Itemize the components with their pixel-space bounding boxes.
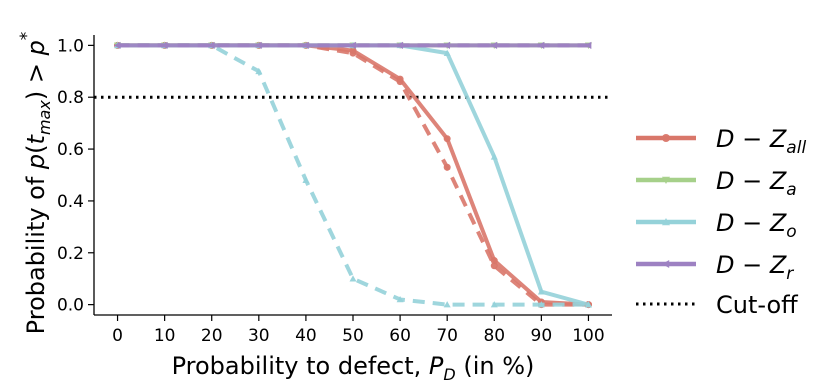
legend: D − Zall D − Za D − Zo D − Zr Cut-off xyxy=(636,125,806,319)
data-point xyxy=(349,41,356,49)
data-point xyxy=(490,257,498,265)
data-point xyxy=(255,67,263,75)
y-tick-label: 0.6 xyxy=(57,140,84,160)
data-point xyxy=(349,47,357,55)
x-tick-label: 20 xyxy=(201,326,223,346)
x-tick-label: 0 xyxy=(112,326,123,346)
x-ticks: 0 10 20 30 40 50 60 70 80 90 100 xyxy=(112,315,605,346)
data-point xyxy=(443,41,450,49)
x-axis-label-main: Probability to defect, xyxy=(172,352,429,380)
data-point xyxy=(349,275,357,282)
y-tick-label: 0.0 xyxy=(57,296,84,316)
series-layer xyxy=(114,41,592,309)
y-axis-label-p2: p xyxy=(22,40,50,56)
y-axis-label-start: Probability of xyxy=(22,169,50,334)
legend-label: D − Zo xyxy=(716,209,797,242)
y-tick-label: 1.0 xyxy=(57,36,84,56)
legend-marker xyxy=(662,176,670,184)
series-line-dashed xyxy=(117,43,589,307)
x-tick-label: 50 xyxy=(342,326,364,346)
y-ticks: 0.0 0.2 0.4 0.6 0.8 1.0 xyxy=(57,36,94,316)
data-point xyxy=(443,163,451,171)
x-tick-label: 60 xyxy=(389,326,411,346)
data-point xyxy=(396,41,403,49)
y-axis-label-sub: max xyxy=(35,100,54,135)
y-axis-label-open: ( xyxy=(22,144,50,153)
y-tick-label: 0.2 xyxy=(57,244,84,264)
data-point xyxy=(208,41,215,49)
x-tick-label: 70 xyxy=(436,326,458,346)
data-point xyxy=(396,295,404,303)
y-axis-label: Probability of p(tmax) > p* xyxy=(17,32,54,335)
legend-label-cutoff: Cut-off xyxy=(716,291,798,319)
x-axis-label-sub: D xyxy=(443,365,455,384)
legend-item: D − Zo xyxy=(636,209,797,242)
series-r xyxy=(114,41,592,49)
data-point xyxy=(584,301,592,308)
data-point xyxy=(537,41,545,49)
x-tick-label: 40 xyxy=(295,326,317,346)
legend-label: D − Za xyxy=(716,167,797,200)
y-tick-label: 0.8 xyxy=(57,88,84,108)
data-point xyxy=(396,75,404,83)
x-axis-label: Probability to defect, PD (in %) xyxy=(172,352,535,384)
legend-item: D − Zr xyxy=(636,251,794,284)
y-axis-label-t: t xyxy=(22,133,50,144)
legend-item-cutoff: Cut-off xyxy=(636,291,798,319)
x-tick-label: 100 xyxy=(572,326,604,346)
y-axis-label-close: ) xyxy=(22,91,50,100)
series-line-solid xyxy=(117,43,589,307)
legend-marker xyxy=(662,260,670,268)
data-point xyxy=(443,301,451,308)
data-point xyxy=(490,41,498,49)
legend-label: D − Zall xyxy=(716,125,806,158)
series-all xyxy=(114,41,592,309)
axes: 0 10 20 30 40 50 60 70 80 90 100 0.0 0.2 0.4 0.6 0.8 1.… xyxy=(57,35,612,346)
data-point xyxy=(114,41,121,49)
y-axis-label-gt: > xyxy=(22,55,50,90)
data-point xyxy=(443,135,451,143)
y-axis-label-star: * xyxy=(17,32,37,41)
x-tick-label: 90 xyxy=(531,326,553,346)
x-tick-label: 80 xyxy=(483,326,505,346)
data-point xyxy=(302,41,309,49)
x-tick-label: 10 xyxy=(154,326,176,346)
legend-item: D − Za xyxy=(636,167,797,200)
legend-marker xyxy=(662,134,670,142)
data-point xyxy=(161,41,168,49)
legend-marker xyxy=(662,218,670,226)
series-o xyxy=(114,41,592,308)
data-point xyxy=(490,153,498,160)
series-line-solid xyxy=(117,43,589,307)
y-axis-label-p: p xyxy=(22,154,50,170)
data-point xyxy=(443,49,451,56)
data-point xyxy=(537,288,545,295)
data-point xyxy=(255,41,262,49)
data-point xyxy=(584,41,592,49)
data-point xyxy=(537,301,545,308)
x-axis-label-end: (in %) xyxy=(456,352,535,380)
data-point xyxy=(490,301,498,308)
x-axis-label-var: P xyxy=(429,352,444,380)
legend-label: D − Zr xyxy=(716,251,794,284)
y-tick-label: 0.4 xyxy=(57,192,84,212)
legend-item: D − Zall xyxy=(636,125,806,158)
data-point xyxy=(302,176,310,183)
series-line-dashed xyxy=(117,43,589,307)
x-tick-label: 30 xyxy=(248,326,270,346)
